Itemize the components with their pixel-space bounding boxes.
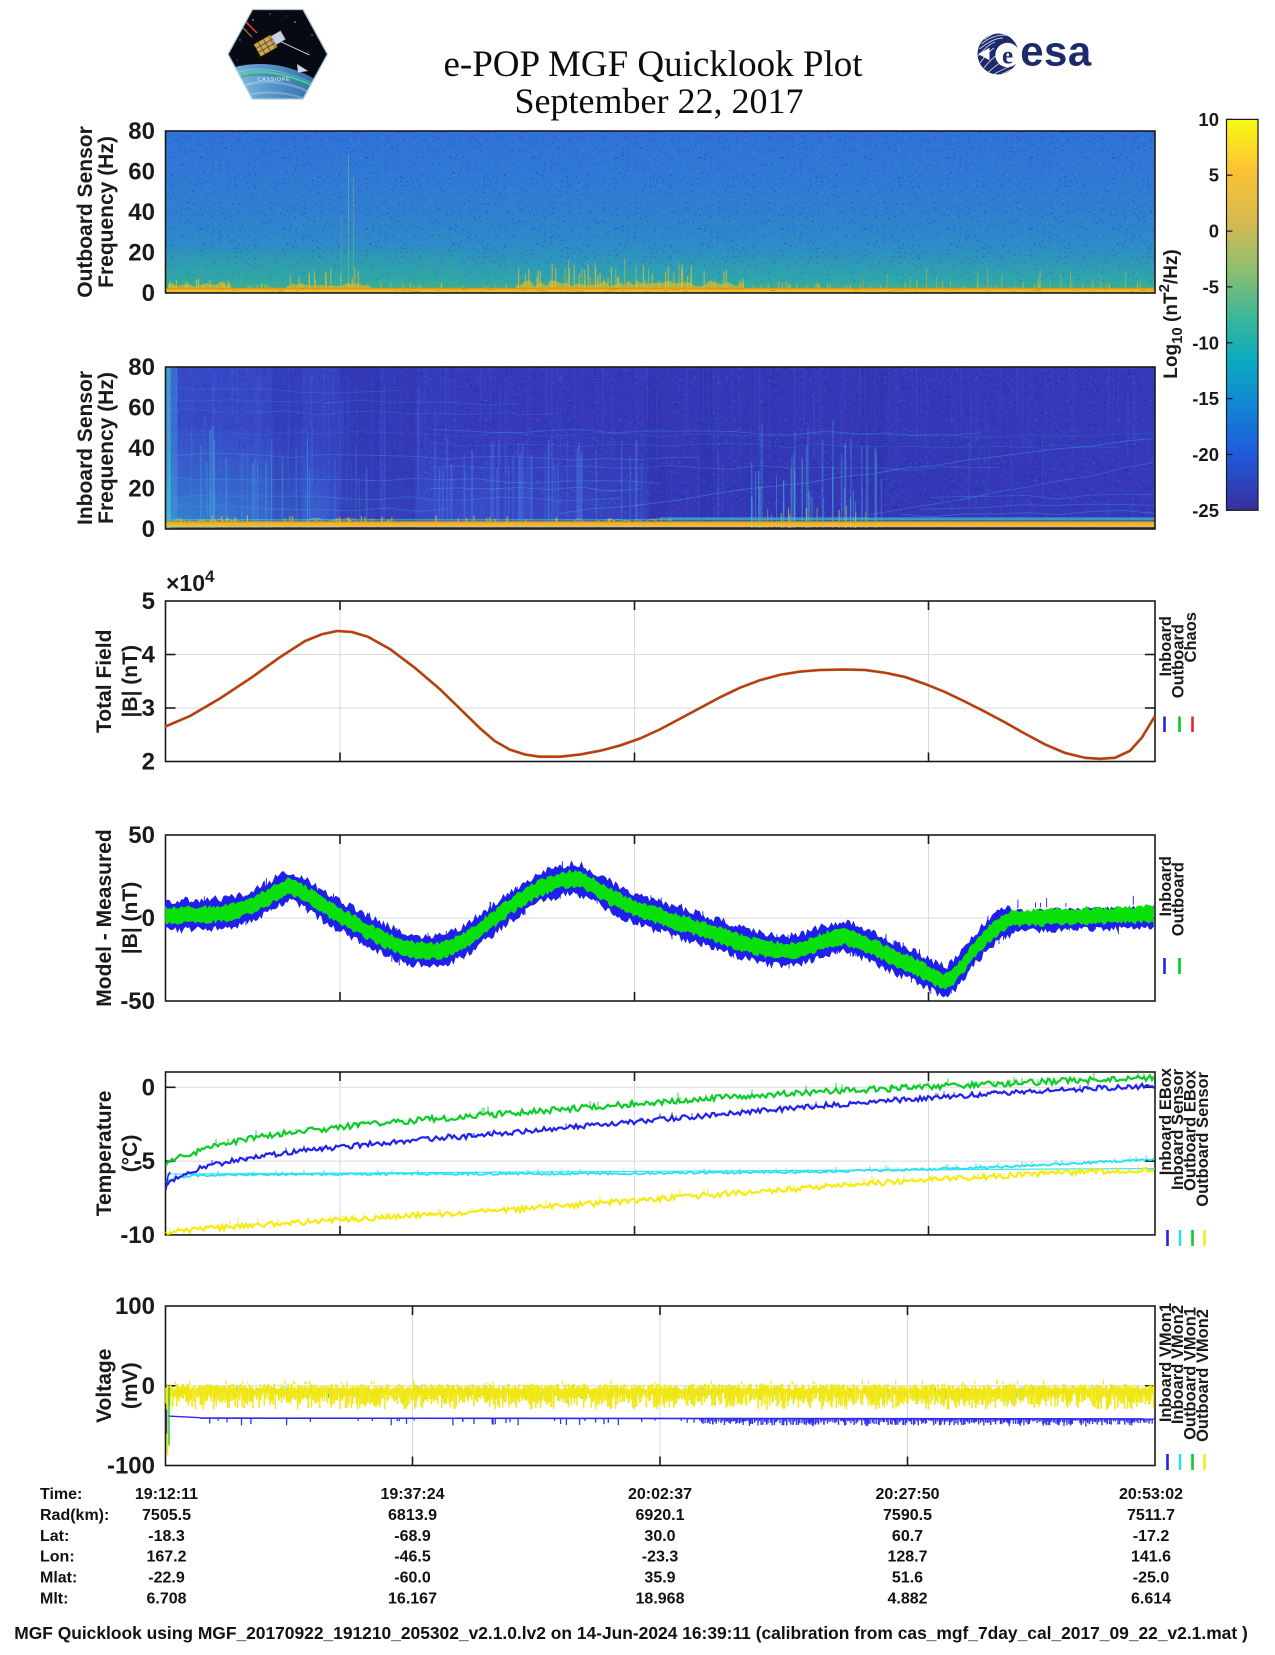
svg-text:-23.3: -23.3: [642, 1549, 679, 1566]
svg-text:2: 2: [142, 749, 155, 776]
svg-text:-10: -10: [1192, 332, 1219, 353]
svg-text:Mlt:: Mlt:: [40, 1591, 68, 1608]
svg-text:Outboard: Outboard: [1170, 862, 1188, 936]
svg-text:Inboard VMon1: Inboard VMon1: [1157, 1303, 1175, 1422]
svg-text:(°C): (°C): [119, 1135, 142, 1173]
svg-text:100: 100: [115, 1293, 155, 1320]
svg-text:128.7: 128.7: [887, 1549, 927, 1566]
svg-text:35.9: 35.9: [644, 1570, 675, 1587]
svg-text:esa: esa: [1020, 28, 1092, 75]
svg-text:-15: -15: [1192, 388, 1219, 409]
svg-text:e: e: [1002, 43, 1013, 70]
svg-text:(mV): (mV): [119, 1362, 142, 1409]
svg-text:Inboard EBox: Inboard EBox: [1157, 1067, 1175, 1175]
svg-text:-17.2: -17.2: [1133, 1528, 1170, 1545]
svg-text:7590.5: 7590.5: [883, 1507, 932, 1524]
svg-text:Outboard VMon1: Outboard VMon1: [1182, 1307, 1200, 1440]
svg-text:4.882: 4.882: [887, 1591, 927, 1608]
svg-text:CASSIOPE: CASSIOPE: [258, 77, 291, 83]
svg-text:7505.5: 7505.5: [142, 1507, 191, 1524]
svg-text:60: 60: [128, 395, 155, 422]
svg-text:40: 40: [128, 435, 155, 462]
svg-text:-25: -25: [1192, 500, 1219, 521]
svg-text:Frequency (Hz): Frequency (Hz): [95, 372, 118, 524]
svg-text:20:27:50: 20:27:50: [875, 1486, 939, 1503]
svg-text:Lat:: Lat:: [40, 1528, 69, 1545]
svg-text:Outboard Sensor: Outboard Sensor: [1194, 1071, 1212, 1206]
svg-text:-22.9: -22.9: [148, 1570, 185, 1587]
svg-text:167.2: 167.2: [146, 1549, 186, 1566]
svg-text:0: 0: [142, 905, 155, 932]
svg-text:Outboard: Outboard: [1170, 624, 1188, 698]
svg-text:Time:: Time:: [40, 1486, 82, 1503]
svg-text:0: 0: [142, 280, 155, 307]
svg-text:4: 4: [142, 642, 156, 669]
svg-text:|B| (nT): |B| (nT): [119, 882, 142, 954]
svg-text:20: 20: [128, 240, 155, 267]
svg-text:Outboard EBox: Outboard EBox: [1182, 1069, 1200, 1191]
svg-text:Inboard: Inboard: [1157, 856, 1175, 917]
svg-text:6813.9: 6813.9: [388, 1507, 437, 1524]
svg-text:40: 40: [128, 199, 155, 226]
svg-text:Model - Measured: Model - Measured: [93, 829, 116, 1006]
svg-text:e-POP MGF Quicklook Plot: e-POP MGF Quicklook Plot: [443, 44, 863, 85]
svg-text:Outboard Sensor: Outboard Sensor: [74, 126, 97, 298]
svg-text:6.708: 6.708: [146, 1591, 186, 1608]
svg-text:60: 60: [128, 159, 155, 186]
svg-text:Inboard VMon2: Inboard VMon2: [1169, 1305, 1187, 1424]
svg-text:19:37:24: 19:37:24: [380, 1486, 444, 1503]
svg-text:-5: -5: [1203, 276, 1219, 297]
svg-text:20:02:37: 20:02:37: [628, 1486, 692, 1503]
svg-text:0: 0: [142, 1373, 155, 1400]
svg-text:141.6: 141.6: [1131, 1549, 1171, 1566]
svg-text:Rad(km):: Rad(km):: [40, 1507, 109, 1524]
svg-text:7511.7: 7511.7: [1127, 1507, 1175, 1524]
svg-text:0: 0: [1209, 221, 1219, 242]
svg-text:51.6: 51.6: [892, 1570, 923, 1587]
svg-text:-10: -10: [120, 1222, 155, 1249]
svg-text:19:12:11: 19:12:11: [135, 1486, 198, 1503]
svg-text:-68.9: -68.9: [394, 1528, 431, 1545]
svg-text:Inboard: Inboard: [1157, 616, 1175, 677]
svg-text:Log10 (nT2/Hz): Log10 (nT2/Hz): [1156, 249, 1186, 379]
svg-text:-46.5: -46.5: [394, 1549, 431, 1566]
svg-text:80: 80: [128, 118, 155, 145]
svg-text:80: 80: [128, 354, 155, 381]
svg-text:5: 5: [1209, 165, 1219, 186]
svg-text:0: 0: [142, 516, 155, 543]
svg-text:Frequency (Hz): Frequency (Hz): [95, 136, 118, 288]
svg-text:-18.3: -18.3: [148, 1528, 185, 1545]
svg-text:Lon:: Lon:: [40, 1549, 75, 1566]
svg-text:16.167: 16.167: [388, 1591, 437, 1608]
svg-text:60.7: 60.7: [892, 1528, 923, 1545]
svg-text:-50: -50: [120, 988, 155, 1015]
svg-text:20:53:02: 20:53:02: [1119, 1486, 1183, 1503]
svg-text:0: 0: [142, 1074, 155, 1101]
svg-text:Chaos: Chaos: [1182, 612, 1200, 662]
svg-text:18.968: 18.968: [636, 1591, 685, 1608]
svg-text:Inboard Sensor: Inboard Sensor: [74, 371, 97, 525]
svg-text:-5: -5: [134, 1148, 155, 1175]
svg-text:50: 50: [128, 822, 155, 849]
svg-text:3: 3: [142, 695, 155, 722]
svg-text:-60.0: -60.0: [394, 1570, 431, 1587]
svg-text:20: 20: [128, 476, 155, 503]
svg-text:MGF Quicklook using MGF_201709: MGF Quicklook using MGF_20170922_191210_…: [14, 1623, 1248, 1643]
svg-text:|B| (nT): |B| (nT): [119, 645, 142, 717]
svg-text:10: 10: [1198, 109, 1219, 130]
svg-text:Voltage: Voltage: [93, 1349, 116, 1423]
svg-text:Mlat:: Mlat:: [40, 1570, 77, 1587]
svg-text:30.0: 30.0: [644, 1528, 675, 1545]
svg-text:September 22, 2017: September 22, 2017: [515, 81, 804, 121]
svg-text:-25.0: -25.0: [1133, 1570, 1170, 1587]
svg-text:-100: -100: [107, 1453, 155, 1480]
svg-text:Temperature: Temperature: [93, 1091, 116, 1217]
svg-text:Outboard VMon2: Outboard VMon2: [1194, 1309, 1212, 1442]
svg-text:-20: -20: [1192, 444, 1219, 465]
svg-text:Inboard Sensor: Inboard Sensor: [1169, 1068, 1187, 1190]
svg-text:6.614: 6.614: [1131, 1591, 1171, 1608]
svg-text:Total Field: Total Field: [93, 630, 116, 733]
svg-text:5: 5: [142, 588, 155, 615]
svg-text:6920.1: 6920.1: [636, 1507, 685, 1524]
